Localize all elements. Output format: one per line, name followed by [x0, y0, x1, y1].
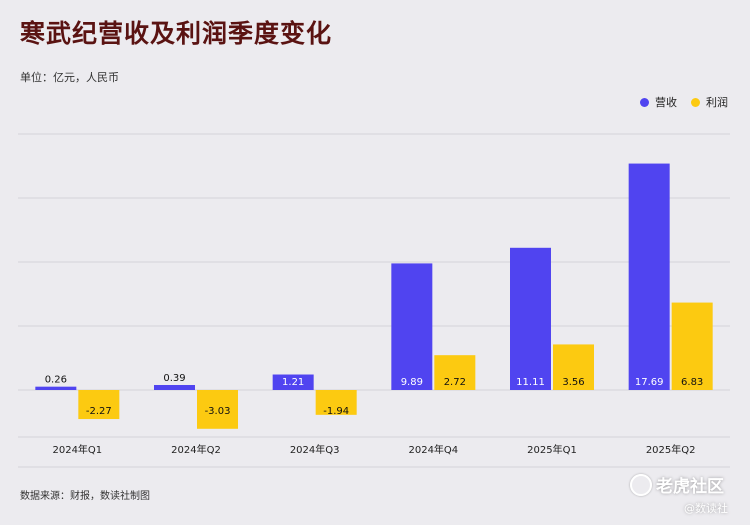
profit-value-label-4: 2.72 — [444, 377, 466, 388]
x-tick-label-1: 2024年Q1 — [52, 443, 102, 456]
watermark-logo: 老虎社区 — [630, 472, 724, 497]
revenue-value-label-1: 0.26 — [45, 375, 67, 386]
legend-label-revenue: 营收 — [655, 96, 677, 109]
x-tick-label-2: 2024年Q2 — [171, 443, 221, 456]
legend-item-profit: 利润 — [691, 94, 728, 110]
revenue-bar-1 — [35, 386, 77, 390]
x-tick-label-5: 2025年Q1 — [527, 443, 577, 456]
revenue-bar-4 — [391, 263, 433, 390]
revenue-bar-3 — [272, 374, 314, 390]
revenue-value-label-4: 9.89 — [401, 377, 423, 388]
revenue-value-label-6: 17.69 — [635, 377, 664, 388]
legend-item-revenue: 营收 — [640, 94, 677, 110]
revenue-value-label-3: 1.21 — [282, 377, 304, 388]
x-tick-label-3: 2024年Q3 — [290, 443, 340, 456]
profit-bar-5 — [553, 344, 594, 390]
watermark-text: 老虎社区 — [656, 477, 724, 497]
unit-label: 单位：亿元，人民币 — [20, 71, 119, 84]
revenue-value-label-5: 11.11 — [516, 377, 545, 388]
revenue-bar-5 — [510, 247, 551, 390]
profit-bar-6 — [671, 302, 713, 390]
profit-bar-1 — [78, 390, 120, 420]
revenue-bar-6 — [628, 163, 670, 390]
profit-value-label-6: 6.83 — [681, 377, 703, 388]
x-tick-label-4: 2024年Q4 — [408, 443, 458, 456]
x-tick-label-6: 2025年Q2 — [646, 443, 696, 456]
revenue-value-label-2: 0.39 — [163, 373, 185, 384]
revenue-bar-2 — [154, 385, 195, 390]
tiger-logo-icon — [630, 473, 652, 496]
chart-title: 寒武纪营收及利润季度变化 — [20, 19, 333, 48]
profit-value-label-5: 3.56 — [562, 377, 584, 388]
legend-swatch-profit — [691, 97, 700, 107]
legend: 营收 利润 — [640, 94, 728, 110]
profit-bar-4 — [434, 355, 476, 390]
watermark-handle: @数读社 — [684, 502, 728, 515]
profit-value-label-1: -2.27 — [86, 406, 112, 417]
profit-value-label-2: -3.03 — [205, 406, 231, 417]
profit-value-label-3: -1.94 — [323, 406, 349, 417]
profit-bar-2 — [197, 390, 238, 429]
legend-swatch-revenue — [640, 97, 649, 107]
source-note: 数据来源：财报，数读社制图 — [20, 491, 150, 502]
profit-bar-3 — [315, 390, 357, 415]
legend-label-profit: 利润 — [706, 96, 728, 109]
